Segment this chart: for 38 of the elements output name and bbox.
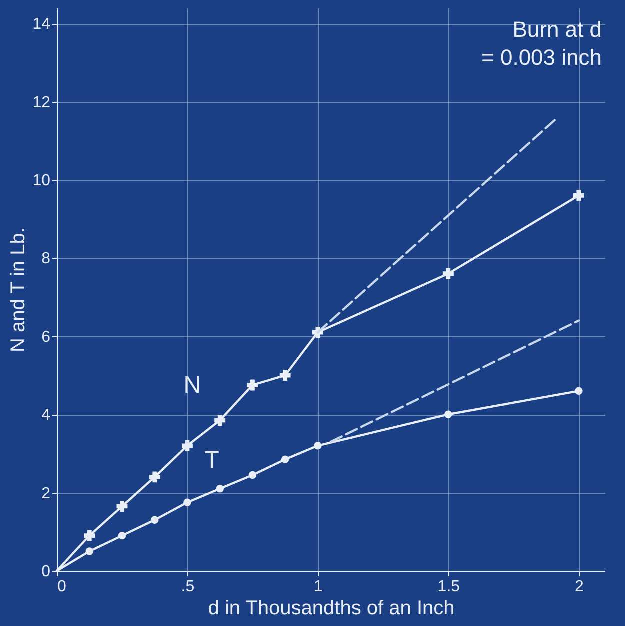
point <box>247 380 258 391</box>
y-tick-label: 6 <box>42 328 51 346</box>
point <box>281 456 290 464</box>
point <box>118 532 126 540</box>
point <box>280 370 291 381</box>
point <box>150 516 159 524</box>
y-axis-title: N and T in Lb. <box>8 228 30 352</box>
point <box>84 530 96 542</box>
y-tick-label: 2 <box>42 485 51 502</box>
annotation: = 0.003 inch <box>482 45 602 70</box>
y-tick-label: 0 <box>42 564 51 580</box>
series-label: N <box>184 372 202 399</box>
x-tick-label: .5 <box>181 578 195 596</box>
y-tick-label: 12 <box>32 94 51 112</box>
point <box>86 548 94 556</box>
point <box>116 501 128 512</box>
point <box>575 387 583 396</box>
y-tick-label: 4 <box>42 407 51 424</box>
point <box>442 268 454 280</box>
annotation: Burn at d <box>512 17 602 42</box>
x-tick-label: 1 <box>314 578 323 596</box>
point <box>314 442 322 450</box>
x-tick-label: 2 <box>574 578 584 596</box>
y-tick-label: 14 <box>32 16 51 34</box>
point <box>149 472 160 483</box>
point <box>444 410 452 418</box>
point <box>573 190 584 202</box>
point <box>184 498 192 506</box>
point <box>214 415 226 426</box>
point <box>216 485 224 493</box>
point <box>248 471 257 480</box>
y-tick-label: 8 <box>42 250 51 268</box>
x-tick-label: 0 <box>58 578 66 596</box>
x-axis-title: d in Thousandths of an Inch <box>208 598 455 620</box>
x-tick-label: 1.5 <box>438 578 460 596</box>
point <box>182 440 193 452</box>
y-tick-label: 10 <box>32 172 51 190</box>
series-label: T <box>204 446 220 474</box>
